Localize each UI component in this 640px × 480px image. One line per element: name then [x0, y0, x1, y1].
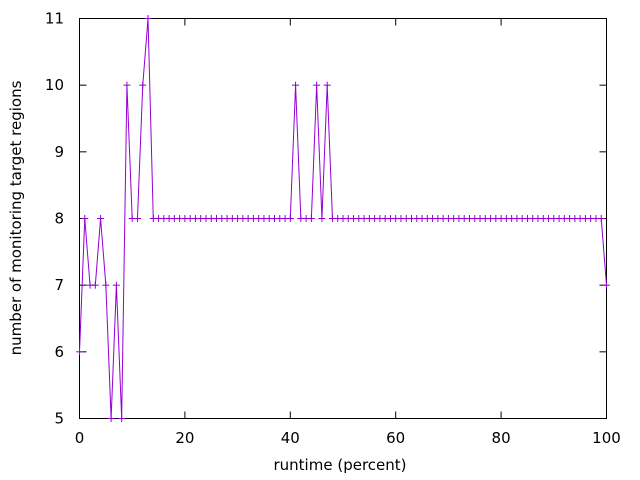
data-point	[603, 281, 610, 289]
x-tick-label: 80	[492, 429, 511, 447]
data-point	[133, 215, 141, 222]
data-point	[323, 81, 331, 89]
y-axis-label: number of monitoring target regions	[7, 80, 25, 355]
data-point	[292, 81, 300, 89]
data-point	[313, 81, 321, 89]
data-point	[307, 215, 315, 222]
y-tick-label: 11	[45, 10, 64, 28]
data-point	[123, 81, 131, 89]
y-tick-label: 9	[54, 143, 64, 161]
y-tick-label: 10	[45, 76, 64, 94]
data-point	[76, 348, 83, 356]
axis-ticks	[79, 18, 607, 419]
data-point	[102, 281, 110, 289]
data-point	[318, 215, 326, 222]
x-tick-label: 60	[386, 429, 405, 447]
y-tick-label: 7	[54, 276, 64, 294]
x-tick-label: 0	[75, 429, 85, 447]
data-point	[112, 281, 120, 289]
data-point	[139, 81, 147, 89]
x-tick-label: 100	[592, 429, 621, 447]
series-group	[76, 15, 610, 422]
data-point	[144, 15, 152, 22]
data-point	[286, 215, 294, 222]
data-point	[97, 215, 105, 222]
y-tick-label: 5	[54, 410, 64, 428]
x-tick-labels: 0 20 40 60 80 100	[75, 429, 621, 447]
x-tick-label: 40	[281, 429, 300, 447]
y-tick-label: 8	[54, 210, 64, 228]
data-point	[118, 415, 126, 422]
y-tick-labels: 5 6 7 8 9 10 11	[45, 10, 64, 428]
data-point	[597, 215, 605, 222]
data-point	[107, 415, 115, 422]
x-tick-label: 20	[175, 429, 194, 447]
data-point	[81, 215, 89, 222]
y-tick-label: 6	[54, 343, 64, 361]
data-point	[91, 281, 99, 289]
x-axis-label: runtime (percent)	[274, 456, 407, 474]
